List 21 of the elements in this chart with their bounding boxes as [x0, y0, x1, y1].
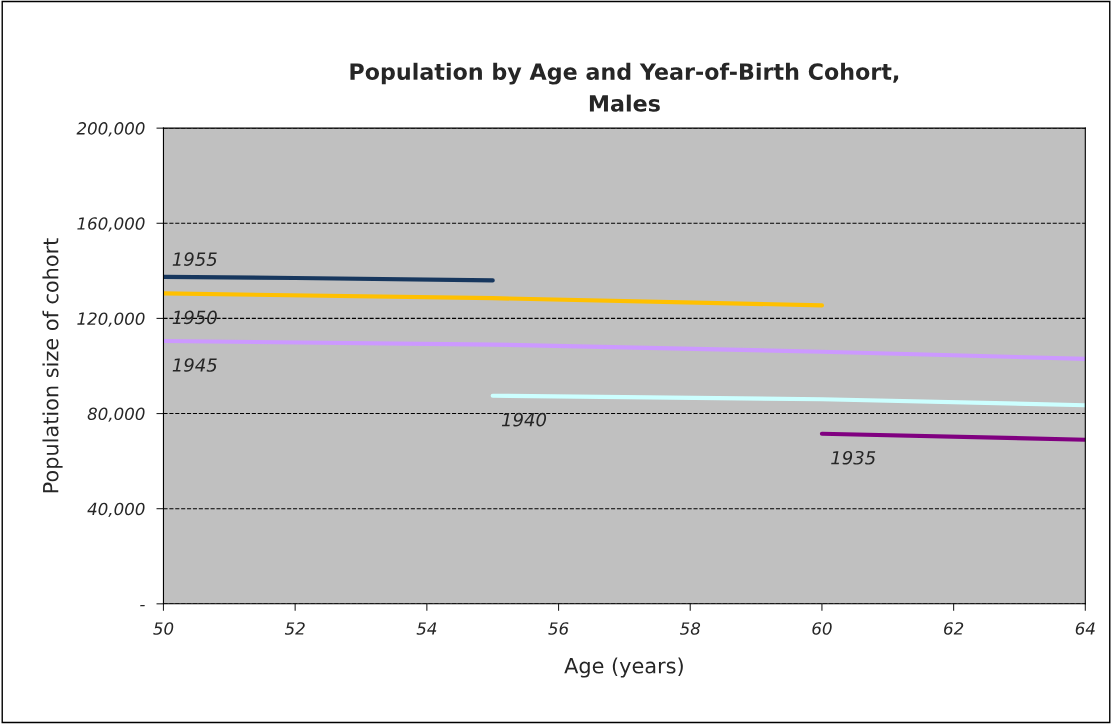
y-tick-label: 40,000 — [87, 502, 145, 517]
series-label: 1940 — [501, 412, 547, 427]
x-tick-label: 56 — [548, 622, 569, 635]
y-tick-label: 80,000 — [87, 407, 145, 422]
x-tick-label: 60 — [812, 622, 832, 635]
y-tick-label: - — [140, 604, 145, 607]
y-tick-label: 120,000 — [77, 312, 145, 327]
x-axis-title: Age (years) — [564, 657, 683, 678]
y-tick-label: 200,000 — [76, 122, 145, 137]
x-tick-label: 50 — [153, 622, 174, 635]
x-tick-label: 58 — [679, 622, 701, 635]
series-label: 1935 — [831, 450, 876, 465]
chart-title: Population by Age and Year-of-Birth Cohort, Males — [350, 62, 899, 112]
x-tick-label: 54 — [416, 622, 437, 635]
y-axis-title: Population size of cohort — [42, 238, 63, 493]
series-label: 1955 — [172, 252, 217, 266]
series-label: 1945 — [172, 358, 217, 372]
x-tick-label: 62 — [944, 622, 964, 635]
x-tick-label: 64 — [1075, 622, 1095, 635]
y-tick-label: 160,000 — [77, 217, 145, 232]
x-tick-label: 52 — [284, 622, 305, 635]
